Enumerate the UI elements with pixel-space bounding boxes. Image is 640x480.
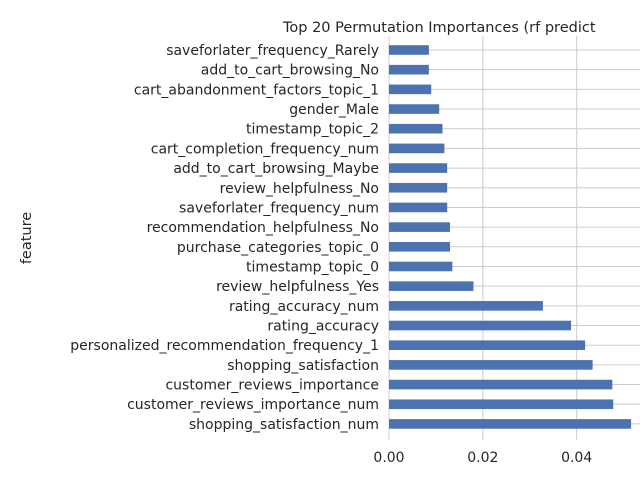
- bar: [389, 104, 440, 114]
- y-tick-label: cart_abandonment_factors_topic_1: [134, 82, 379, 98]
- y-tick-label: cart_completion_frequency_num: [151, 141, 379, 157]
- bar: [389, 222, 450, 232]
- y-tick-label: review_helpfulness_Yes: [216, 279, 379, 295]
- y-axis-label: feature: [19, 212, 35, 264]
- y-tick-label: saveforlater_frequency_num: [179, 200, 379, 216]
- bar: [389, 143, 445, 154]
- y-tick-label: rating_accuracy: [267, 319, 379, 335]
- x-tick-label: 0.00: [373, 450, 404, 466]
- y-tick-label: shopping_satisfaction: [227, 358, 379, 374]
- bar: [389, 320, 572, 331]
- y-tick-label: review_helpfulness_No: [220, 181, 379, 197]
- bar: [389, 64, 429, 75]
- bar: [389, 163, 448, 173]
- bar: [389, 281, 474, 291]
- bar: [389, 419, 632, 429]
- y-tick-label: purchase_categories_topic_0: [177, 240, 379, 256]
- bar: [389, 399, 614, 410]
- y-tick-label: recommendation_helpfulness_No: [147, 220, 379, 236]
- y-tick-label: customer_reviews_importance: [165, 378, 379, 394]
- y-tick-label: shopping_satisfaction_num: [189, 417, 379, 433]
- bar: [389, 301, 543, 311]
- bars: [389, 45, 632, 429]
- bar: [389, 340, 586, 350]
- bar: [389, 261, 453, 272]
- chart-title: Top 20 Permutation Importances (rf predi…: [282, 20, 596, 36]
- y-tick-label: add_to_cart_browsing_No: [201, 63, 379, 79]
- plot-background: [389, 36, 640, 440]
- y-tick-label: timestamp_topic_0: [246, 259, 379, 275]
- bar: [389, 84, 432, 95]
- bar: [389, 379, 613, 390]
- y-tick-label: timestamp_topic_2: [246, 122, 379, 138]
- y-tick-label: saveforlater_frequency_Rarely: [166, 43, 379, 59]
- x-tick-label: 0.04: [561, 450, 592, 466]
- y-tick-label: rating_accuracy_num: [229, 299, 379, 315]
- x-tick-label: 0.02: [467, 450, 498, 466]
- bar: [389, 242, 450, 252]
- bar: [389, 202, 448, 213]
- bar: [389, 182, 448, 193]
- y-tick-label: customer_reviews_importance_num: [127, 397, 379, 413]
- x-tick-labels: 0.00 0.02 0.04: [373, 450, 592, 466]
- bar: [389, 360, 593, 370]
- y-tick-label: personalized_recommendation_frequency_1: [70, 338, 379, 354]
- y-tick-label: gender_Male: [289, 102, 379, 118]
- bar: [389, 123, 443, 134]
- y-tick-labels: shopping_satisfaction_num customer_review…: [70, 43, 379, 433]
- y-tick-label: add_to_cart_browsing_Maybe: [173, 161, 379, 177]
- bar: [389, 45, 429, 55]
